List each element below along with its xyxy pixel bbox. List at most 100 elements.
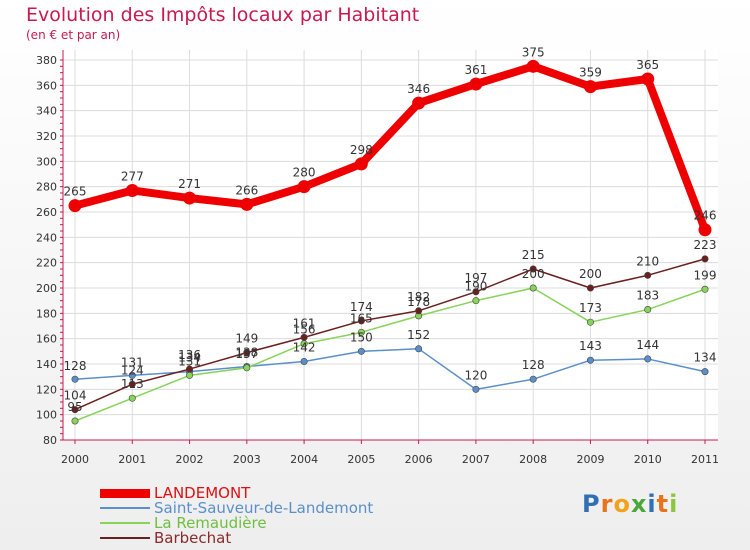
data-label-1: 134 (694, 351, 717, 365)
data-point-0 (183, 191, 197, 205)
x-tick-label: 2000 (61, 453, 89, 466)
data-point-1 (71, 375, 79, 383)
data-point-1 (472, 385, 480, 393)
data-point-2 (529, 284, 537, 292)
data-point-2 (586, 318, 594, 326)
logo-letter: P (582, 490, 601, 518)
data-label-2: 95 (67, 400, 82, 414)
data-label-0: 359 (579, 66, 602, 80)
data-label-0: 346 (407, 82, 430, 96)
data-label-1: 128 (64, 359, 87, 373)
y-tick-label: 220 (36, 257, 57, 270)
data-point-0 (526, 59, 540, 73)
data-point-0 (698, 223, 712, 237)
data-point-3 (415, 307, 423, 315)
data-label-3: 149 (235, 332, 258, 346)
data-point-0 (240, 197, 254, 211)
data-label-2: 137 (235, 347, 258, 361)
data-label-1: 134 (178, 351, 201, 365)
data-label-0: 246 (694, 209, 717, 223)
proxiti-logo: Proxiti (582, 490, 678, 518)
data-point-2 (472, 297, 480, 305)
logo-letter: r (600, 490, 614, 518)
data-point-0 (641, 72, 655, 86)
data-label-1: 152 (407, 328, 430, 342)
data-point-0 (297, 180, 311, 194)
series-line-2 (74, 287, 706, 422)
data-point-1 (701, 368, 709, 376)
data-point-3 (357, 317, 365, 325)
y-tick-label: 160 (36, 333, 57, 346)
data-label-0: 298 (350, 143, 373, 157)
data-point-0 (412, 96, 426, 110)
chart-subtitle: (en € et par an) (26, 28, 121, 42)
x-tick-label: 2006 (405, 453, 433, 466)
data-label-2: 173 (579, 301, 602, 315)
data-point-3 (701, 255, 709, 263)
data-point-2 (243, 364, 251, 372)
series-line-3 (74, 258, 706, 411)
data-point-1 (586, 356, 594, 364)
data-point-3 (529, 265, 537, 273)
y-tick-label: 120 (36, 383, 57, 396)
data-label-1: 142 (293, 340, 316, 354)
data-point-1 (357, 347, 365, 355)
y-tick-label: 200 (36, 282, 57, 295)
data-label-3: 136 (178, 348, 201, 362)
data-label-2: 156 (293, 323, 316, 337)
data-point-1 (529, 375, 537, 383)
data-point-2 (128, 394, 136, 402)
data-label-0: 280 (293, 166, 316, 180)
data-label-2: 183 (636, 289, 659, 303)
legend-swatch (100, 507, 150, 509)
data-label-1: 131 (121, 355, 144, 369)
data-label-1: 143 (579, 339, 602, 353)
data-point-3 (586, 284, 594, 292)
data-label-3: 197 (464, 271, 487, 285)
y-tick-label: 80 (43, 434, 57, 447)
x-tick-label: 2008 (519, 453, 547, 466)
data-label-0: 375 (522, 45, 545, 59)
data-label-2: 131 (178, 354, 201, 368)
data-point-3 (128, 380, 136, 388)
data-point-0 (583, 80, 597, 94)
y-tick-label: 240 (36, 231, 57, 244)
x-tick-label: 2004 (290, 453, 318, 466)
y-tick-label: 360 (36, 79, 57, 92)
data-label-0: 361 (464, 63, 487, 77)
data-label-3: 161 (293, 316, 316, 330)
legend-label: Barbechat (154, 529, 232, 547)
data-label-0: 266 (235, 183, 258, 197)
data-label-3: 210 (636, 254, 659, 268)
x-tick-label: 2002 (176, 453, 204, 466)
data-point-3 (644, 271, 652, 279)
legend-swatch (100, 488, 150, 498)
data-point-0 (354, 157, 368, 171)
x-tick-label: 2005 (347, 453, 375, 466)
y-tick-label: 380 (36, 54, 57, 67)
legend-label: La Remaudière (154, 514, 267, 532)
data-label-3: 124 (121, 363, 144, 377)
data-label-2: 113 (121, 377, 144, 391)
y-tick-label: 300 (36, 155, 57, 168)
y-tick-label: 280 (36, 181, 57, 194)
data-point-3 (472, 288, 480, 296)
data-label-3: 174 (350, 300, 373, 314)
data-point-3 (71, 406, 79, 414)
data-label-2: 200 (522, 267, 545, 281)
logo-letter: x (630, 490, 648, 518)
data-label-1: 144 (636, 338, 659, 352)
data-point-1 (300, 357, 308, 365)
y-tick-label: 140 (36, 358, 57, 371)
data-point-2 (701, 285, 709, 293)
data-point-1 (415, 345, 423, 353)
y-tick-label: 320 (36, 130, 57, 143)
data-point-0 (125, 183, 139, 197)
data-label-1: 120 (464, 368, 487, 382)
data-label-1: 128 (522, 358, 545, 372)
data-label-0: 277 (121, 169, 144, 183)
data-label-1: 138 (235, 346, 258, 360)
y-tick-label: 100 (36, 409, 57, 422)
x-tick-label: 2009 (576, 453, 604, 466)
